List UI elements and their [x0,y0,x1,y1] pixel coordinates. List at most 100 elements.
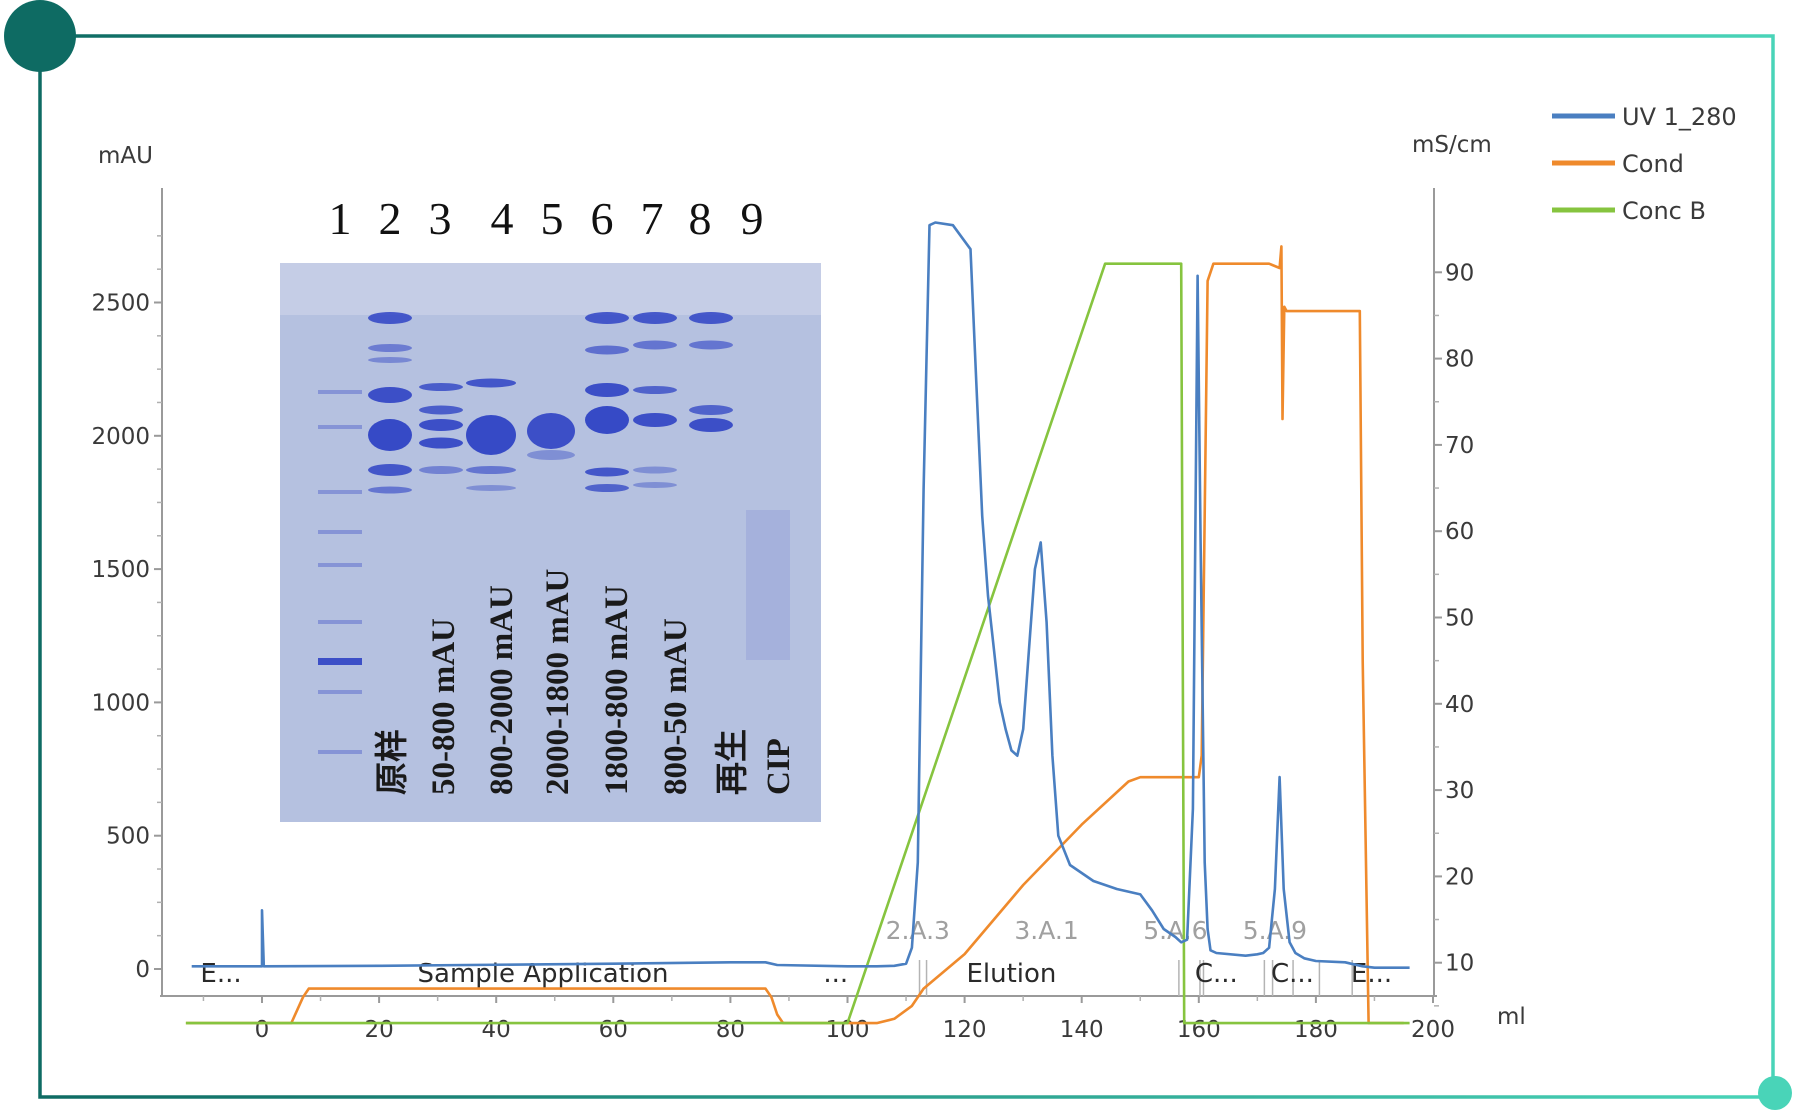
y-right-tick-label: 60 [1445,519,1474,545]
gel-band [585,383,629,397]
gel-lane-label: 800-2000 mAU [484,585,520,795]
gel-band [527,413,575,449]
x-tick-label: 60 [599,1017,628,1043]
gel-band [633,312,677,324]
gel-lanes [318,312,790,754]
gel-background [280,263,821,822]
gel-band [527,450,575,460]
gel-band [466,415,516,455]
gel-lane-number: 9 [741,193,764,244]
y-right-tick-label: 70 [1445,433,1474,459]
fraction-tag: 3.A.1 [1014,916,1078,945]
y-right-tick-label: 80 [1445,347,1474,373]
x-tick-label: 80 [716,1017,745,1043]
gel-lane-number: 4 [491,193,514,244]
frame-corner-dot-top-left [4,0,76,72]
x-unit-label: ml [1497,1004,1526,1030]
gel-band [466,485,516,491]
gel-band [466,378,516,388]
fraction-label: C... [1195,959,1238,989]
y-left-tick-label: 2500 [91,291,150,317]
fraction-tag: 5.A.9 [1243,916,1307,945]
fraction-label: C... [1271,959,1314,989]
series-line-conc-b [185,262,1410,1025]
y-left-tick-label: 500 [106,824,150,850]
series-lines [185,221,1410,1025]
y-right-ticks: 10 20 30 40 50 60 70 80 90 [1434,260,1474,1007]
gel-band [689,312,733,324]
gel-band [368,464,412,476]
gel-smear [746,510,790,660]
gel-ladder-band [318,390,362,394]
fraction-tag: 2.A.3 [886,916,950,945]
gel-lane-number: 1 [329,193,352,244]
gel-band [419,437,463,449]
gel-band [419,405,463,415]
x-tick-label: 180 [1294,1017,1338,1043]
gel-band [633,386,677,394]
gel-lane-labels: 原样 50-800 mAU 800-2000 mAU 2000-1800 mAU 180… [374,568,797,795]
gel-band [633,340,677,350]
frame-corner-dot-bottom-right [1758,1076,1792,1110]
gel-lane-number: 3 [429,193,452,244]
gel-band [419,419,463,431]
gel-lane-number: 5 [541,193,564,244]
y-left-unit-label: mAU [98,143,153,169]
gel-band [368,344,412,352]
x-ticks: 0 20 40 60 80 100 120 140 160 180 200 [202,996,1455,1043]
gel-band [585,345,629,355]
legend-entry: Cond [1622,150,1684,178]
x-tick-label: 140 [1060,1017,1104,1043]
gel-band [689,340,733,350]
y-left-tick-label: 0 [135,957,150,983]
legend: UV 1_280 Cond Conc B [1552,103,1737,225]
gel-band [368,419,412,451]
y-left-tick-label: 2000 [91,424,150,450]
y-left-ticks: 0 500 1000 1500 2000 2500 [91,235,162,983]
gel-band [368,312,412,324]
gel-lane-label: 原样 [374,729,411,795]
gel-band [633,466,677,474]
gel-lane-label: 50-800 mAU [426,618,462,795]
y-right-tick-label: 20 [1445,864,1474,890]
gel-band [633,482,677,488]
gel-ladder-band [318,530,362,534]
y-right-tick-label: 50 [1445,606,1474,632]
gel-lane-number: 8 [689,193,712,244]
gel-band [368,357,412,363]
gel-ladder-band [318,750,362,754]
y-left-tick-label: 1500 [91,557,150,583]
x-tick-label: 200 [1411,1017,1455,1043]
gel-band [689,405,733,415]
x-tick-label: 20 [364,1017,393,1043]
gel-lane-label: CIP [761,738,797,795]
gel-ladder-band [318,563,362,567]
gel-band [585,467,629,477]
x-tick-label: 120 [943,1017,987,1043]
x-tick-label: 40 [482,1017,511,1043]
gel-band [419,466,463,474]
y-left-tick-label: 1000 [91,690,150,716]
fraction-tag: 5.A.6 [1143,916,1207,945]
gel-ladder-band [318,658,362,665]
gel-ladder-band [318,490,362,494]
gel-lane-number: 6 [591,193,614,244]
gel-band [633,413,677,427]
gel-band [419,383,463,391]
gel-band [368,387,412,403]
x-tick-label: 0 [255,1017,270,1043]
gel-band [585,484,629,492]
gel-ladder-band [318,425,362,429]
fraction-markers: 2.A.3 3.A.1 5.A.6 5.A.9E... Sample Applicati… [200,916,1392,996]
legend-entry: UV 1_280 [1622,103,1737,131]
gel-band [585,406,629,434]
gel-ladder-band [318,690,362,694]
gel-lane-label: 800-50 mAU [658,618,694,795]
series-line-uv-1-280 [191,221,1410,970]
gel-top-wells [280,263,821,315]
gel-lane-label: 1800-800 mAU [599,585,635,795]
gel-band [368,486,412,494]
y-right-tick-label: 90 [1445,260,1474,286]
y-right-tick-label: 30 [1445,778,1474,804]
